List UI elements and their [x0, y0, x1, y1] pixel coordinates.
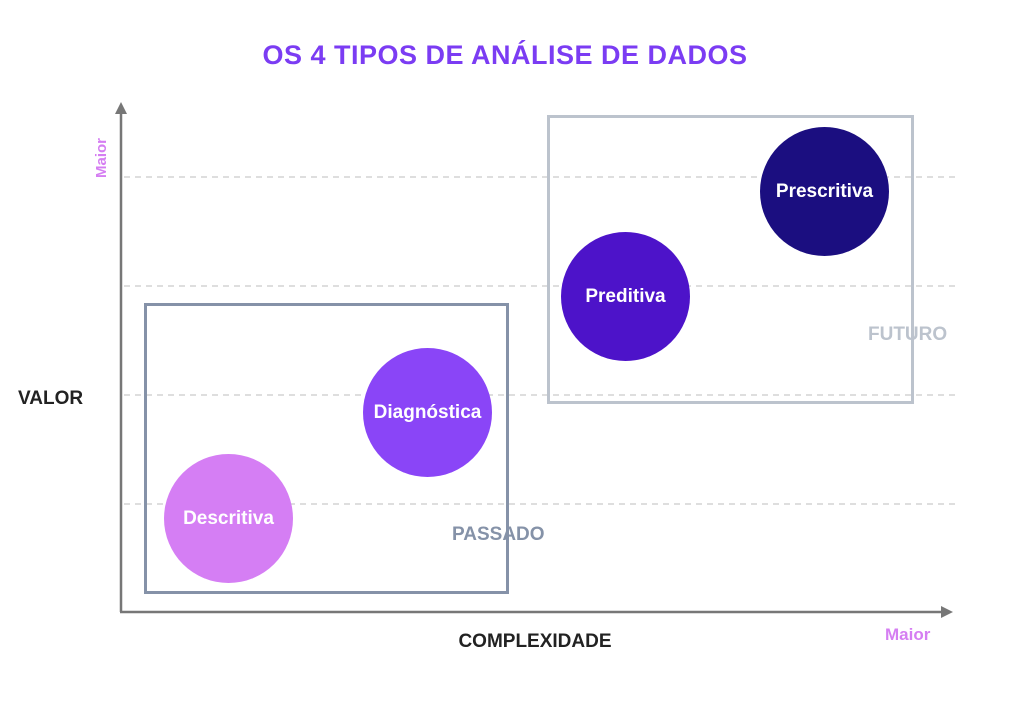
- descritiva-node: Descritiva: [164, 454, 293, 583]
- future-label: FUTURO: [868, 324, 948, 345]
- y-axis-arrow: [115, 102, 127, 114]
- diagnostica-node: Diagnóstica: [363, 348, 492, 477]
- y-axis-label: VALOR: [18, 388, 84, 409]
- y-axis-max-label: Maior: [93, 137, 110, 178]
- prescritiva-node: Prescritiva: [760, 127, 889, 256]
- x-axis-label: COMPLEXIDADE: [458, 631, 612, 652]
- page-title: OS 4 TIPOS DE ANÁLISE DE DADOS: [262, 40, 748, 70]
- x-axis-max-label: Maior: [885, 625, 931, 644]
- x-axis-arrow: [941, 606, 953, 618]
- past-group-box: [144, 303, 509, 594]
- past-label: PASSADO: [452, 524, 545, 545]
- future-group-box: [547, 115, 914, 404]
- preditiva-node: Preditiva: [561, 232, 690, 361]
